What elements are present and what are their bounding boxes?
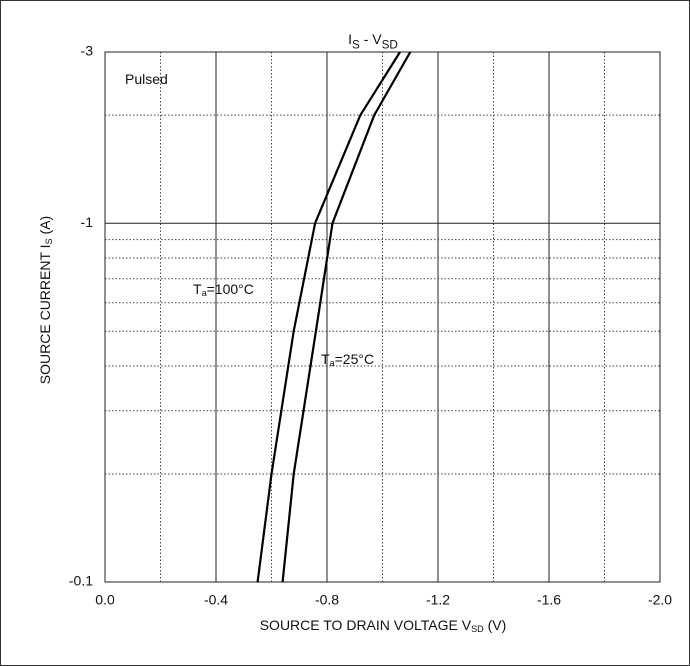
x-tick-label: -1.2	[426, 592, 450, 608]
text-part: T	[193, 281, 202, 297]
text-part: SOURCE TO DRAIN VOLTAGE V	[260, 617, 472, 633]
subscript: S	[45, 238, 55, 244]
subscript: S	[352, 38, 360, 51]
annotation: Ta=100°C	[193, 281, 254, 299]
series-line	[256, 51, 401, 583]
subscript: SD	[382, 38, 398, 51]
x-tick-label: -2.0	[648, 592, 672, 608]
x-tick-label: -1.6	[537, 592, 561, 608]
subscript: a	[202, 289, 208, 299]
text-part: - V	[360, 31, 382, 47]
text-part: =25°C	[335, 351, 374, 367]
text-part: SOURCE CURRENT I	[37, 244, 53, 384]
subscript: a	[330, 359, 336, 369]
chart-title: IS - VSD	[348, 31, 398, 52]
plot-border	[104, 51, 661, 583]
text-part: I	[348, 31, 352, 47]
text-part: T	[321, 351, 330, 367]
text-part: =100°C	[207, 281, 254, 297]
x-tick-label: 0.0	[95, 592, 115, 608]
y-tick-label: -0.1	[69, 573, 93, 589]
text-part: Pulsed	[125, 71, 168, 87]
subscript: SD	[471, 625, 484, 635]
text-part: (V)	[484, 617, 507, 633]
x-tick-label: -0.8	[315, 592, 339, 608]
x-tick-label: -0.4	[204, 592, 228, 608]
y-tick-label: -3	[81, 43, 94, 59]
annotation: Pulsed	[125, 71, 168, 87]
series-line	[281, 51, 412, 583]
annotation: Ta=25°C	[321, 351, 374, 369]
x-axis-label: SOURCE TO DRAIN VOLTAGE VSD (V)	[260, 617, 507, 635]
y-tick-label: -1	[81, 214, 94, 230]
text-part: (A)	[37, 216, 53, 239]
y-axis-label: SOURCE CURRENT IS (A)	[37, 216, 55, 384]
